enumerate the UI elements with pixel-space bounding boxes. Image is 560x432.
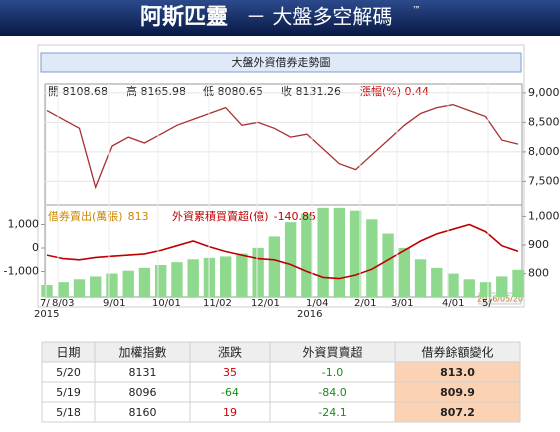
y-tick-label: 7,500 <box>528 174 560 187</box>
x-tick-label: 9/01 <box>103 298 125 309</box>
chart-title-box <box>40 52 522 73</box>
bar <box>90 276 102 297</box>
legend-label: 外資累積買賣超(億) <box>172 209 269 223</box>
date-label: 2016/05/20 <box>477 295 523 304</box>
header-title: － 大盤多空解碼 <box>246 5 392 29</box>
x-tick-label: 8/03 <box>52 298 74 309</box>
flow-line <box>46 223 519 280</box>
bar <box>496 276 508 297</box>
quote-info: 收 8131.26 <box>281 84 341 98</box>
bar <box>57 282 69 297</box>
bar <box>284 222 297 297</box>
table-text: 809.9 <box>440 386 475 399</box>
x-year-label: 2016 <box>297 309 322 320</box>
legend-value: 813 <box>128 210 149 223</box>
table-header: 外資買賣超 <box>302 345 362 360</box>
bar <box>333 207 346 297</box>
bar <box>171 262 183 297</box>
table-text: 813.0 <box>440 366 475 379</box>
y-tick-label: -1,000 <box>4 265 39 278</box>
table-text: -84.0 <box>318 386 346 399</box>
trademark: ™ <box>412 6 421 16</box>
bar <box>398 247 410 297</box>
y2-tick-label: 800 <box>528 267 549 280</box>
table-text: 8131 <box>129 366 157 379</box>
bar <box>155 265 167 297</box>
chart-frame <box>37 44 525 308</box>
table-header: 漲跌 <box>218 345 242 360</box>
quote-info: 漲幅(%) 0.44 <box>360 85 429 98</box>
quote-info: 開 8108.68 <box>48 85 108 98</box>
chart-title: 大盤外資借券走勢圖 <box>232 55 331 69</box>
table-text: 8096 <box>129 386 157 399</box>
bar <box>252 247 264 297</box>
x-tick-label: 3/01 <box>391 298 413 309</box>
bar <box>431 267 443 297</box>
bar <box>479 282 492 297</box>
bar <box>73 279 86 297</box>
x-tick-label: 11/02 <box>203 298 232 309</box>
y-tick-label: 8,000 <box>528 145 560 158</box>
table-text: 5/20 <box>56 366 81 379</box>
table-cell <box>394 401 521 423</box>
x-tick-label: 4/01 <box>442 298 464 309</box>
bar <box>187 259 199 297</box>
bar <box>138 267 151 297</box>
flow-panel <box>44 204 523 298</box>
price-line <box>46 104 519 190</box>
table-text: -64 <box>221 386 239 399</box>
table-header: 日期 <box>56 346 80 360</box>
bar <box>512 269 524 297</box>
table-text: 807.2 <box>440 406 475 419</box>
y-tick-label: 9,000 <box>528 86 560 99</box>
table-text: 5/19 <box>56 386 81 399</box>
table-text: 8160 <box>129 406 157 419</box>
x-tick-label: 5/ <box>482 298 492 309</box>
bar <box>463 279 475 297</box>
brand: 阿斯匹靈 <box>140 4 228 30</box>
legend-label: 借券賣出(萬張) <box>48 209 123 223</box>
y2-tick-label: 1,000 <box>528 209 560 222</box>
x-tick-label: 12/01 <box>251 298 280 309</box>
table-text: 19 <box>223 406 237 419</box>
table-text: 35 <box>223 366 237 379</box>
table-header: 加權指數 <box>118 345 166 360</box>
bar <box>268 236 281 297</box>
bar <box>236 253 248 297</box>
bar <box>447 273 459 297</box>
y-tick-label: 1,000 <box>8 218 40 231</box>
bar <box>122 270 134 297</box>
x-tick-label: 10/01 <box>152 298 181 309</box>
bar <box>301 213 313 297</box>
x-tick-label: 2/01 <box>354 298 376 309</box>
y-tick-label: 8,500 <box>528 115 560 128</box>
bar <box>106 273 118 297</box>
legend-value: -140.85 <box>274 210 316 223</box>
bar <box>366 219 378 297</box>
y2-tick-label: 900 <box>528 238 549 251</box>
bar <box>349 210 362 297</box>
bar <box>414 259 427 297</box>
bar <box>219 256 232 297</box>
y-tick-label: 0 <box>32 241 39 254</box>
table-text: 5/18 <box>56 406 81 419</box>
x-year-label: 2015 <box>34 309 59 320</box>
header-banner <box>0 0 560 36</box>
bar <box>382 233 394 297</box>
table-text: -24.1 <box>318 406 346 419</box>
x-tick-label: 7/ <box>40 298 50 309</box>
quote-info: 低 8080.65 <box>203 85 263 98</box>
quote-info: 高 8165.98 <box>126 84 186 98</box>
table-text: -1.0 <box>322 366 343 379</box>
bar <box>317 207 329 297</box>
table-header: 借券餘額變化 <box>421 345 493 360</box>
x-tick-label: 1/04 <box>306 298 328 309</box>
bar <box>41 285 53 297</box>
